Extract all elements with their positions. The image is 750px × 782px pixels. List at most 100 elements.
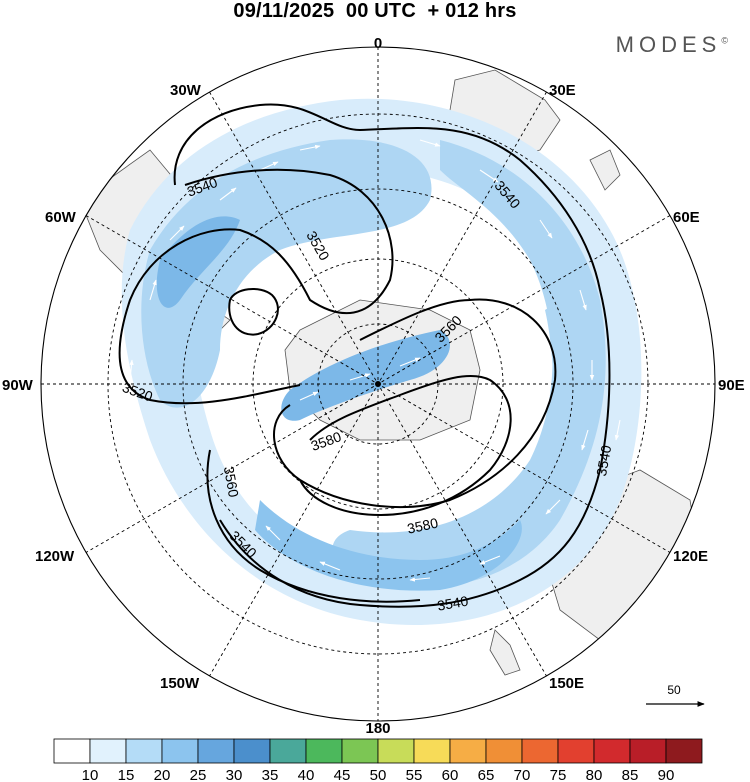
shade-core-west [156,216,240,308]
wind-vector [579,289,587,311]
lon-label-30w: 30W [170,82,202,99]
contour-label: 3560 [221,465,242,499]
colorbar-label: 80 [586,767,603,782]
wind-vector [265,525,281,541]
wind-speed-colorbar: 10 15 20 25 30 35 40 45 50 55 60 65 70 75 80 85 90 [53,738,703,782]
wind-vector [259,161,279,171]
colorbar-label: 55 [406,767,423,782]
colorbar-swatch [521,738,559,764]
colorbar-label: 10 [82,767,99,782]
south-pole-dot [375,381,381,387]
colorbar-label: 90 [658,767,675,782]
contour-label: 3540 [593,444,614,478]
colorbar-label: 25 [190,767,207,782]
wind-vector [479,555,501,565]
contour-label: 3540 [436,593,470,614]
shade-band-mid [141,139,432,408]
colorbar-label: 15 [118,767,135,782]
wind-vector [479,169,499,183]
title-date: 09/11/2025 [233,0,335,22]
grid-circle [182,188,574,580]
height-contours [118,103,611,608]
new-zealand-land [489,629,521,676]
brand-mark: © [721,35,728,46]
wind-vector [319,561,341,571]
contour-label: 3580 [309,428,344,454]
brand-name: MODES [615,32,722,57]
contour-3520-west [118,168,394,405]
shade-core-east [545,300,580,459]
colorbar-swatch [341,738,379,764]
colorbar-swatch [197,738,235,764]
map-title: 09/11/2025 00 UTC + 012 hrs [0,0,750,23]
longitude-labels: 0 180 90W 90E 30W 60W 30E 60E 120W 150W … [2,35,745,737]
lon-label-120e: 120E [673,548,708,565]
lon-label-120w: 120W [35,548,75,565]
lon-label-150e: 150E [549,675,584,692]
colorbar-label: 20 [154,767,171,782]
colorbar-label: 35 [262,767,279,782]
colorbar-swatch [53,738,91,764]
colorbar-label: 50 [370,767,387,782]
lon-label-90e: 90E [718,377,745,394]
wind-vector [419,139,441,147]
wind-vector [539,219,553,239]
contour-3520-loop [228,288,279,336]
colorbar-swatch [449,738,487,764]
wind-vector [299,391,319,401]
wind-speed-shading [121,98,642,626]
wind-vector [409,577,431,582]
title-time: 00 UTC [345,0,416,22]
wind-vector [129,359,134,381]
colorbar-swatch [485,738,523,764]
colorbar-label: 75 [550,767,567,782]
colorbar-swatch [593,738,631,764]
lon-label-90w: 90W [2,377,34,394]
lon-label-60w: 60W [45,209,77,226]
colorbar-swatch [233,738,271,764]
shade-core-south [255,500,522,591]
colorbar-swatch [413,738,451,764]
wind-vectors [129,139,621,582]
contour-3540-north [173,103,611,608]
madagascar-land [589,149,621,191]
colorbar-swatch [89,738,127,764]
colorbar-label: 30 [226,767,243,782]
wind-vector [299,144,321,151]
colorbar-swatch [557,738,595,764]
contour-3560 [273,298,557,509]
lon-label-0: 0 [374,35,382,52]
colorbar-swatch [377,738,415,764]
shade-band-mid-2 [332,140,606,588]
colorbar-swatch [665,738,703,764]
wind-vector [614,419,621,441]
reference-vector: 50 [646,683,705,707]
wind-vector [149,279,157,301]
wind-vector [231,461,241,481]
colorbar-swatch [629,738,667,764]
reference-vector-label: 50 [667,683,681,697]
colorbar-swatch [269,738,307,764]
colorbar-label: 60 [442,767,459,782]
colorbar-label: 85 [622,767,639,782]
lon-label-180: 180 [365,720,390,737]
contour-3540-south [206,449,421,603]
lon-label-30e: 30E [549,82,576,99]
lon-label-60e: 60E [673,209,700,226]
colorbar-label: 40 [298,767,315,782]
lon-label-150w: 150W [160,675,200,692]
wind-vector [169,225,185,241]
wind-vector [399,357,421,367]
colorbar-swatch [161,738,199,764]
colorbar-label: 70 [514,767,531,782]
contour-3580 [299,374,512,517]
colorbar-label: 65 [478,767,495,782]
wind-vector [219,187,237,201]
wind-vector [545,499,561,515]
title-lead: + 012 hrs [427,0,517,22]
brand-logo: MODES© [616,32,728,58]
wind-vector [581,429,589,451]
colorbar-swatch [305,738,343,764]
wind-vector [349,373,371,381]
